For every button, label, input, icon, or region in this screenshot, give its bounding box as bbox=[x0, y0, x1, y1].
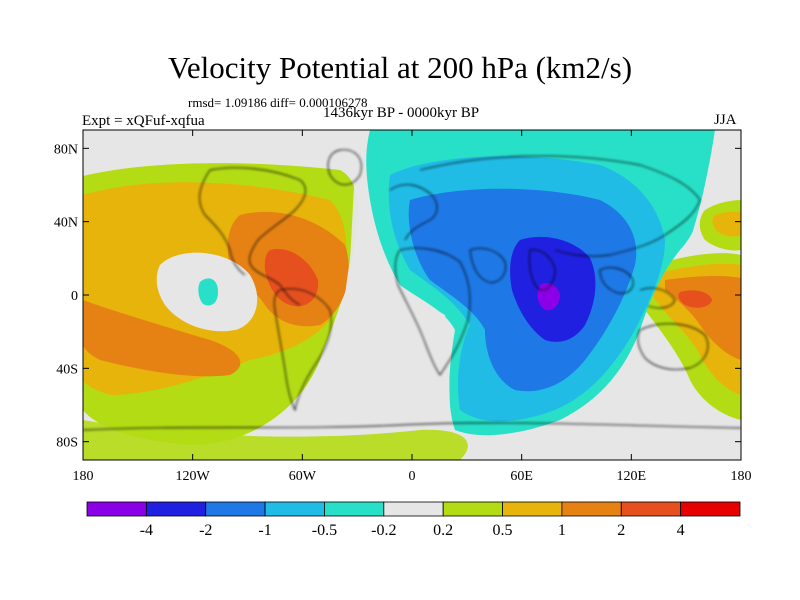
colorbar-label: 1 bbox=[558, 522, 566, 539]
field-neutral-strip bbox=[342, 170, 452, 438]
colorbar-swatch bbox=[502, 501, 563, 517]
chart-title: Velocity Potential at 200 hPa (km2/s) bbox=[167, 50, 633, 85]
x-tick-label: 60E bbox=[510, 469, 533, 484]
colorbar-label: 4 bbox=[677, 522, 685, 539]
colorbar-swatch bbox=[324, 501, 385, 517]
season-label: JJA bbox=[714, 112, 737, 128]
field-positive-ne-0.5 bbox=[712, 211, 741, 237]
coastlines bbox=[83, 149, 741, 431]
y-axis: 80N 40N 0 40S 80S bbox=[54, 142, 741, 451]
colorbar-swatch bbox=[145, 501, 207, 517]
x-tick-label: 0 bbox=[409, 469, 416, 484]
y-tick-label: 40N bbox=[54, 216, 78, 231]
x-axis: 180 120W 60W 0 60E 120E 180 bbox=[73, 130, 752, 484]
rmsd-diff-stats: rmsd= 1.09186 diff= 0.000106278 bbox=[188, 95, 368, 110]
y-tick-label: 40S bbox=[56, 362, 78, 377]
colorbar-swatch bbox=[680, 501, 741, 517]
time-period-label: 1436kyr BP - 0000kyr BP bbox=[323, 105, 480, 121]
x-tick-label: 180 bbox=[73, 469, 94, 484]
x-tick-label: 60W bbox=[289, 469, 317, 484]
x-tick-label: 120W bbox=[176, 469, 211, 484]
colorbar-label: 0.5 bbox=[493, 522, 513, 539]
colorbar-swatch bbox=[561, 501, 622, 517]
colorbar-label: -2 bbox=[199, 522, 212, 539]
y-tick-label: 80S bbox=[56, 436, 78, 451]
colorbar-swatch bbox=[264, 501, 325, 517]
colorbar-label: -4 bbox=[140, 522, 153, 539]
colorbar-swatch bbox=[620, 501, 682, 517]
field-southern-band bbox=[83, 420, 468, 460]
colorbar-swatch bbox=[383, 501, 444, 517]
colorbar-label: 2 bbox=[617, 522, 625, 539]
y-tick-label: 80N bbox=[54, 142, 78, 157]
field-positive-eastpac-2 bbox=[678, 290, 712, 308]
experiment-label: Expt = xQFuf-xqfua bbox=[82, 113, 205, 129]
colorbar-label: -0.2 bbox=[371, 522, 396, 539]
field-positive-1-south bbox=[83, 300, 241, 377]
colorbar-label: 0.2 bbox=[433, 522, 453, 539]
map-field bbox=[83, 130, 741, 460]
x-tick-label: 120E bbox=[617, 469, 647, 484]
field-positive-dateline-0.5 bbox=[83, 239, 107, 274]
field-negative-small-blob bbox=[198, 278, 218, 306]
x-tick-label: 180 bbox=[731, 469, 752, 484]
colorbar-label: -0.5 bbox=[312, 522, 337, 539]
colorbar-swatch bbox=[86, 501, 147, 517]
colorbar-swatch bbox=[205, 501, 266, 517]
colorbar: -4 -2 -1 -0.5 -0.2 0.2 0.5 1 2 4 bbox=[86, 501, 741, 539]
y-tick-label: 0 bbox=[71, 289, 78, 304]
colorbar-label: -1 bbox=[258, 522, 271, 539]
colorbar-swatch bbox=[442, 501, 503, 517]
